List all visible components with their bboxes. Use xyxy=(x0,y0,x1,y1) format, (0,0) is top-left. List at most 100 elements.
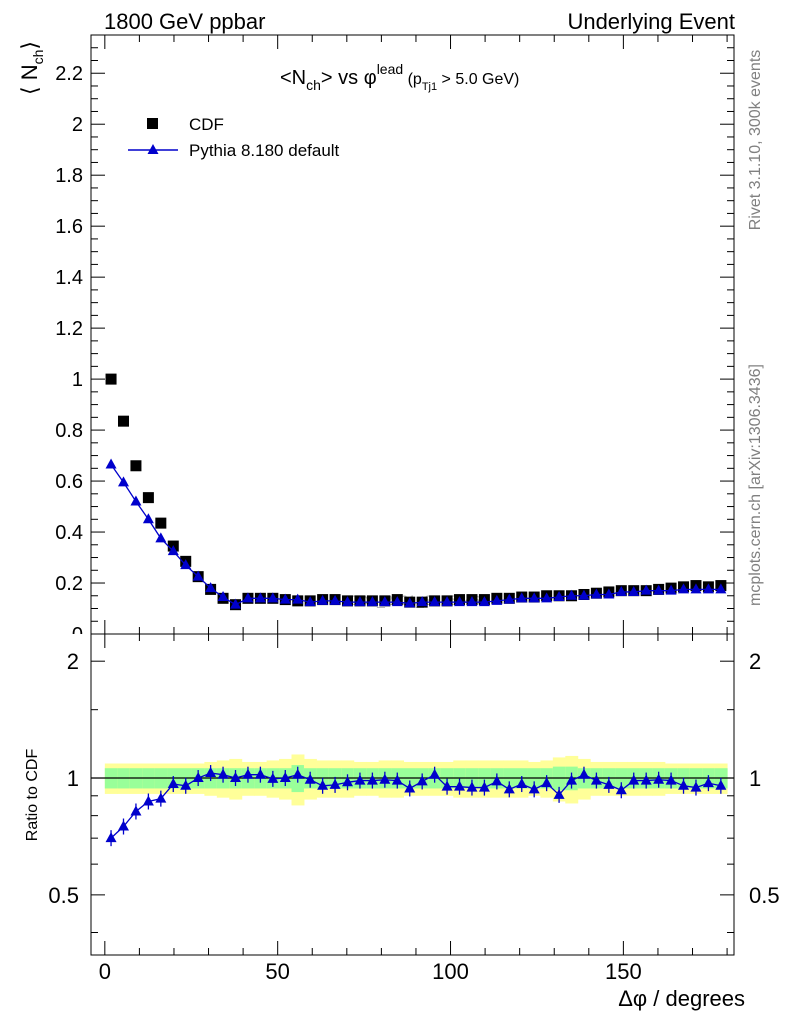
ytick-label: 2.2 xyxy=(55,63,83,85)
ratio-point xyxy=(180,779,192,790)
ratio-point xyxy=(478,781,490,792)
legend-pythia-label: Pythia 8.180 default xyxy=(189,141,340,160)
pythia-point xyxy=(715,583,727,594)
pythia-point xyxy=(304,596,316,607)
main-frame xyxy=(90,34,735,635)
cdf-point xyxy=(130,460,142,472)
ratio-axes: 0.5 0.5 1 1 2 2 0 50 100 150 xyxy=(48,633,780,984)
cdf-point xyxy=(105,373,117,385)
ytick-label: 0 xyxy=(72,624,83,646)
ratio-point xyxy=(342,776,354,787)
ytick-label: 1 xyxy=(72,369,83,391)
ytick-label: 1.4 xyxy=(55,267,83,289)
ratio-point xyxy=(628,774,640,785)
ytick-label: 1.6 xyxy=(55,216,83,238)
ratio-point xyxy=(279,772,291,783)
pythia-point xyxy=(192,570,204,581)
pythia-point xyxy=(603,588,615,599)
ratio-point xyxy=(354,774,366,785)
ratio-point xyxy=(304,773,316,784)
ratio-point xyxy=(366,774,378,785)
legend: CDF Pythia 8.180 default xyxy=(128,115,340,160)
title-part: <N xyxy=(280,67,306,89)
pythia-point xyxy=(317,594,329,605)
pythia-point xyxy=(391,596,403,607)
header-left: 1800 GeV ppbar xyxy=(104,9,265,34)
pythia-point xyxy=(553,591,565,602)
ytick-label: 0.6 xyxy=(55,471,83,493)
ylabel-sub: ch xyxy=(30,50,46,65)
pythia-point xyxy=(566,589,578,600)
ratio-point xyxy=(105,832,117,843)
ratio-point xyxy=(653,773,665,784)
pythia-point xyxy=(292,593,304,604)
main-series xyxy=(105,373,727,611)
pythia-point xyxy=(678,583,690,594)
pythia-point xyxy=(578,589,590,600)
ytick-label: 0.2 xyxy=(55,573,83,595)
ytick-label: 2 xyxy=(72,114,83,136)
ratio-point xyxy=(391,774,403,785)
header-right: Underlying Event xyxy=(567,9,735,34)
side-label-events: Rivet 3.1.10, 300k events xyxy=(747,50,764,231)
pythia-point xyxy=(155,532,167,543)
xtick-label: 50 xyxy=(265,959,289,984)
x-axis-label: Δφ / degrees xyxy=(618,986,745,1011)
pythia-point xyxy=(503,593,515,604)
pythia-point xyxy=(640,584,652,595)
pythia-point xyxy=(105,458,117,469)
ratio-point xyxy=(690,781,702,792)
ratio-point xyxy=(454,780,466,791)
ratio-point xyxy=(416,775,428,786)
pythia-point xyxy=(441,596,453,607)
ratio-point xyxy=(553,788,565,799)
ratio-panel: 0.5 0.5 1 1 2 2 0 50 100 150 Ratio to CDF Δφ / de… xyxy=(24,633,780,1011)
xtick-label: 0 xyxy=(99,959,111,984)
pythia-point xyxy=(416,596,428,607)
ytick-label: 0.8 xyxy=(55,420,83,442)
pythia-point xyxy=(665,584,677,595)
ratio-point xyxy=(541,777,553,788)
pythia-point xyxy=(342,596,354,607)
pythia-point xyxy=(690,583,702,594)
ratio-point xyxy=(503,783,515,794)
ytick-label: 2 xyxy=(67,649,79,674)
pythia-point xyxy=(354,596,366,607)
ytick-label: 0.4 xyxy=(55,522,83,544)
ytick-label: 0.5 xyxy=(749,883,780,908)
pythia-point xyxy=(429,596,441,607)
ytick-label: 1.2 xyxy=(55,318,83,340)
ratio-point xyxy=(590,774,602,785)
ytick-label: 1.8 xyxy=(55,165,83,187)
pythia-point xyxy=(615,585,627,596)
ratio-point xyxy=(640,774,652,785)
ratio-point xyxy=(192,772,204,783)
pythia-point xyxy=(217,591,229,602)
pythia-point xyxy=(653,584,665,595)
ratio-point xyxy=(254,768,266,779)
ratio-point xyxy=(578,768,590,779)
legend-pythia-marker xyxy=(147,144,159,154)
main-title: <Nch> vs φlead (pTj1 > 5.0 GeV) xyxy=(280,61,519,93)
ratio-point xyxy=(329,778,341,789)
pythia-point xyxy=(167,545,179,556)
ratio-point xyxy=(404,782,416,793)
ratio-point xyxy=(566,774,578,785)
pythia-point xyxy=(466,596,478,607)
title-sup: lead xyxy=(377,61,403,77)
ratio-series xyxy=(105,765,727,847)
ratio-point xyxy=(429,768,441,779)
ratio-point xyxy=(130,805,142,816)
cdf-point xyxy=(117,415,129,427)
title-part: (p xyxy=(403,71,422,88)
ratio-point xyxy=(615,784,627,795)
ytick-label: 2 xyxy=(749,649,761,674)
ratio-point xyxy=(205,767,217,778)
ratio-point xyxy=(678,779,690,790)
xtick-label: 100 xyxy=(432,959,469,984)
ratio-point xyxy=(167,778,179,789)
title-part: > vs φ xyxy=(321,67,377,89)
ratio-point xyxy=(379,773,391,784)
ratio-point xyxy=(217,768,229,779)
ratio-point xyxy=(665,774,677,785)
